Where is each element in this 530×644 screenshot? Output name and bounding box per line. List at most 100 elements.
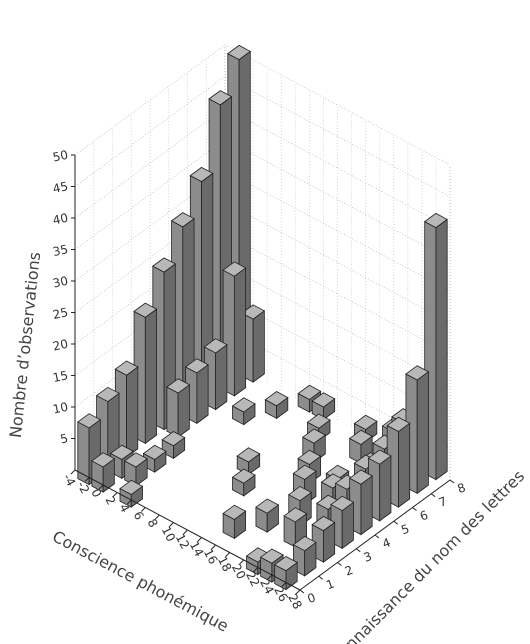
bar-top xyxy=(348,469,373,485)
x-tick xyxy=(140,507,146,512)
x-tick xyxy=(239,559,245,565)
bar xyxy=(292,535,317,577)
bar-top xyxy=(222,261,247,277)
bar-top xyxy=(348,429,373,445)
z-tick-label: 25 xyxy=(51,305,69,322)
y-tick xyxy=(449,479,455,484)
y-tick xyxy=(318,575,324,580)
bar-side xyxy=(379,455,392,522)
bar-top xyxy=(166,378,191,394)
bar-front xyxy=(77,421,90,486)
x-tick-label: 20 xyxy=(229,561,249,581)
y-tick-label: 7 xyxy=(437,494,449,510)
bar-side xyxy=(215,343,228,411)
x-tick xyxy=(197,537,202,542)
x-tick xyxy=(84,477,90,482)
x-tick-label: 26 xyxy=(271,584,291,604)
y-tick xyxy=(430,493,436,498)
z-tick-label: 35 xyxy=(51,242,69,259)
y-tick xyxy=(355,548,361,553)
bar-top xyxy=(423,212,448,229)
x-tick-label: 14 xyxy=(187,539,207,559)
bar xyxy=(184,358,209,425)
y-tick xyxy=(337,562,342,566)
z-tick-label: 45 xyxy=(51,179,69,196)
y-tick xyxy=(374,534,380,539)
z-tick-label: 50 xyxy=(51,148,69,165)
bar xyxy=(273,556,298,591)
bar-top xyxy=(142,444,167,460)
y-tick-label: 1 xyxy=(324,577,336,593)
z-tick-label: 5 xyxy=(59,431,69,446)
bar-side xyxy=(416,370,429,495)
x-tick-label: 24 xyxy=(257,576,277,596)
bar-top xyxy=(386,416,411,432)
bar-top xyxy=(152,257,177,273)
bar-top xyxy=(222,504,247,520)
x-tick xyxy=(295,589,301,595)
x-tick-label: 6 xyxy=(131,509,147,522)
x-tick-label: 12 xyxy=(173,531,193,551)
x-tick xyxy=(211,544,216,550)
z-axis-title: Nombre d’observations xyxy=(6,251,44,439)
grid-line xyxy=(74,44,451,166)
x-tick-label: 8 xyxy=(145,516,161,529)
bar-top xyxy=(109,444,134,460)
x-tick-label: 4 xyxy=(117,501,133,514)
bar-top xyxy=(241,304,266,320)
x-tick-label: -4 xyxy=(60,471,78,488)
x-tick xyxy=(281,582,287,587)
bar xyxy=(222,504,247,540)
bar-top xyxy=(170,212,195,228)
x-tick xyxy=(169,522,174,527)
bar xyxy=(255,498,280,533)
y-tick-label: 3 xyxy=(362,549,374,565)
bar xyxy=(166,378,191,438)
bar-top xyxy=(353,414,378,430)
bar xyxy=(405,365,430,495)
bar-top xyxy=(330,495,355,512)
bar-top xyxy=(255,498,280,514)
bar-top xyxy=(405,365,430,381)
z-tick-label: 10 xyxy=(51,400,69,417)
bar-top xyxy=(208,90,233,106)
grid-line xyxy=(74,202,451,323)
bar-top xyxy=(292,464,317,480)
bar-top xyxy=(288,485,312,502)
y-tick-label: 6 xyxy=(418,508,430,524)
bar-top xyxy=(264,391,289,407)
grid-line xyxy=(74,76,451,197)
bar-side xyxy=(126,366,139,458)
bar-top xyxy=(273,556,298,572)
x-tick-label: 2 xyxy=(102,494,118,507)
bar-top xyxy=(231,397,256,413)
x-tick-label: 16 xyxy=(201,546,221,566)
x-tick xyxy=(98,484,104,490)
x-axis-title: Conscience phonémique xyxy=(49,527,232,636)
bar-side xyxy=(398,422,411,508)
bar-top xyxy=(184,358,209,374)
y-tick-label: 4 xyxy=(380,535,392,551)
bar xyxy=(119,479,144,508)
x-tick xyxy=(225,552,231,557)
x-tick xyxy=(267,574,273,580)
bars xyxy=(77,44,448,591)
bar-top xyxy=(231,468,256,484)
bar-top xyxy=(203,338,228,354)
bar-top xyxy=(311,515,336,532)
bar-side xyxy=(360,475,373,536)
x-tick-label: 22 xyxy=(243,569,263,589)
bar-top xyxy=(236,447,261,463)
bar-top xyxy=(283,507,308,523)
x-tick xyxy=(70,469,76,475)
bar-top xyxy=(189,166,214,183)
x-tick-label: -2 xyxy=(74,479,92,496)
y-tick-label: 8 xyxy=(455,480,467,496)
bar xyxy=(236,447,261,476)
bar-top xyxy=(119,479,144,495)
bar-side xyxy=(177,383,190,438)
x-tick-label: 18 xyxy=(215,554,235,574)
bar-front xyxy=(166,386,179,438)
bar xyxy=(123,452,148,487)
